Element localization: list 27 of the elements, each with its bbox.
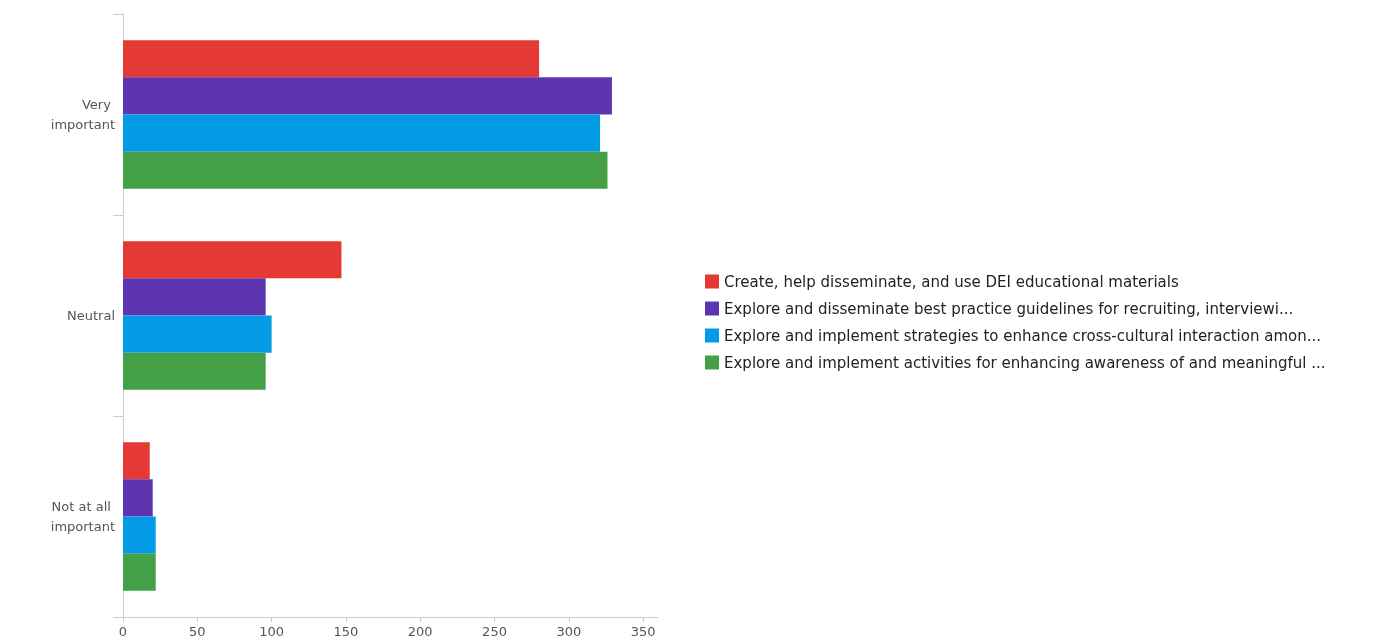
y-tick-label: Very important [50, 97, 115, 132]
bar [123, 77, 612, 115]
bar [123, 114, 601, 152]
bar [123, 479, 153, 517]
bar [123, 516, 156, 554]
x-tick-label: 50 [189, 624, 206, 639]
x-tick-label: 150 [333, 624, 359, 639]
x-tick-label: 250 [482, 624, 507, 639]
y-tick-label: Not at all important [50, 499, 115, 534]
x-tick-label: 300 [556, 624, 582, 639]
x-tick-label: 0 [118, 624, 128, 639]
legend-label: Explore and implement activities for enhancing awareness of and meaningful ... [724, 353, 1326, 372]
bar [123, 315, 272, 353]
x-tick-label: 200 [407, 624, 433, 639]
legend-label: Explore and implement strategies to enhance cross-cultural interaction amon... [724, 326, 1322, 345]
bar [123, 553, 156, 591]
bar [123, 151, 608, 189]
bar [123, 442, 150, 480]
x-tick-label: 350 [630, 624, 656, 639]
bar [123, 278, 266, 316]
bar [123, 40, 540, 78]
x-tick-label: 100 [259, 624, 285, 639]
legend-label: Create, help disseminate, and use DEI educational materials [724, 272, 1179, 291]
bar [123, 241, 342, 279]
bar [123, 352, 266, 390]
y-tick-label: Neutral [67, 308, 115, 323]
legend-label: Explore and disseminate best practice guidelines for recruiting, interviewi... [724, 299, 1294, 318]
